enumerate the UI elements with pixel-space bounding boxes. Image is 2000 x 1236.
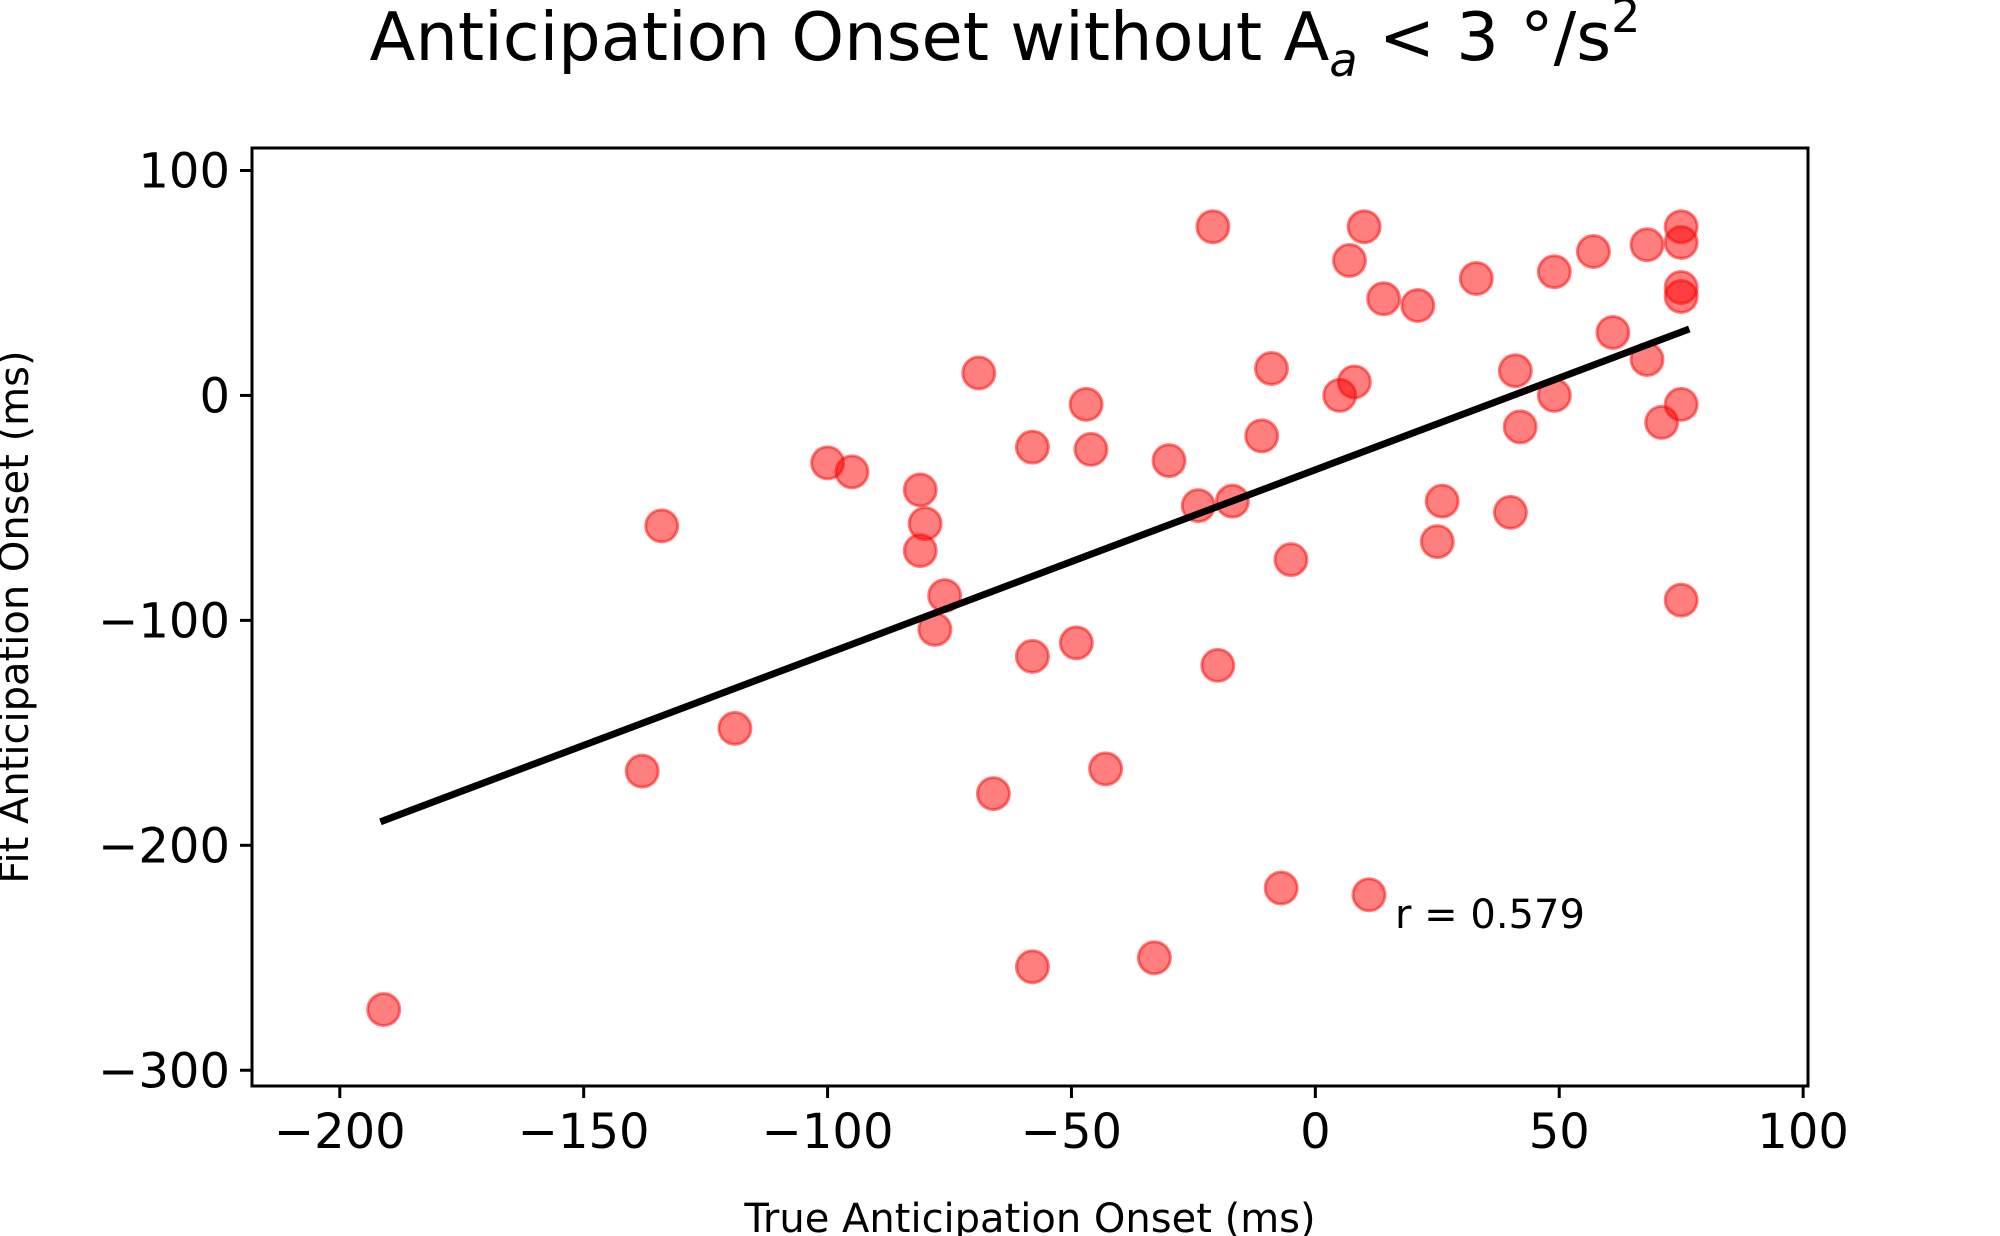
x-tick-label: 100 <box>1757 1104 1849 1160</box>
data-point-41 <box>1497 353 1533 389</box>
x-tick-label: −200 <box>274 1104 406 1160</box>
data-point-2 <box>644 508 680 544</box>
y-tick-label: −100 <box>98 593 230 649</box>
data-point-6 <box>902 472 938 508</box>
y-tick-label: −200 <box>98 818 230 874</box>
data-point-31 <box>1331 242 1367 278</box>
data-point-40 <box>1492 494 1528 530</box>
data-point-35 <box>1366 281 1402 317</box>
data-point-26 <box>1244 418 1280 454</box>
chart-title-subscript: a <box>1329 33 1357 87</box>
x-tick-label: −50 <box>1021 1104 1122 1160</box>
x-tick-label: 50 <box>1529 1104 1590 1160</box>
data-point-38 <box>1424 483 1460 519</box>
data-point-42 <box>1502 409 1538 445</box>
data-point-32 <box>1336 364 1372 400</box>
data-point-43 <box>1536 254 1572 290</box>
x-tick-label: −150 <box>518 1104 650 1160</box>
data-point-37 <box>1419 524 1455 560</box>
x-tick-label: −100 <box>762 1104 894 1160</box>
plot-frame <box>250 146 1810 1088</box>
y-tick-label: −300 <box>98 1043 230 1099</box>
data-point-21 <box>1151 443 1187 479</box>
data-point-34 <box>1351 877 1387 913</box>
y-tick-label: 0 <box>199 368 230 424</box>
data-point-12 <box>975 776 1011 812</box>
data-point-0 <box>366 992 402 1028</box>
data-point-3 <box>717 710 753 746</box>
chart-title-main: Anticipation Onset without A <box>370 0 1330 76</box>
data-point-20 <box>1136 940 1172 976</box>
data-point-33 <box>1346 209 1382 245</box>
chart-title-superscript: 2 <box>1611 0 1640 43</box>
data-point-28 <box>1263 870 1299 906</box>
data-point-23 <box>1195 209 1231 245</box>
axis-ticks: −200 −150 −100 −50 0 50 100 −300 −200 −100 0 100 <box>98 143 1849 1160</box>
data-point-55 <box>1663 582 1699 618</box>
data-point-15 <box>1014 949 1050 985</box>
regression-line <box>379 325 1691 826</box>
data-point-46 <box>1595 314 1631 350</box>
data-point-45 <box>1575 233 1611 269</box>
x-tick-label: 0 <box>1300 1104 1331 1160</box>
data-point-8 <box>902 533 938 569</box>
data-point-36 <box>1400 287 1436 323</box>
y-axis-label: Fit Anticipation Onset (ms) <box>0 350 38 883</box>
y-tick-label: 100 <box>138 143 230 199</box>
data-point-11 <box>961 355 997 391</box>
data-point-53 <box>1663 278 1699 314</box>
data-point-47 <box>1629 227 1665 263</box>
data-point-1 <box>624 753 660 789</box>
data-point-24 <box>1200 647 1236 683</box>
data-point-17 <box>1068 386 1104 422</box>
data-point-51 <box>1663 224 1699 260</box>
data-point-27 <box>1253 350 1289 386</box>
plot-area <box>366 209 1699 1028</box>
chart-title-relation: < 3 °/s <box>1358 0 1612 76</box>
data-point-19 <box>1088 751 1124 787</box>
data-point-16 <box>1058 625 1094 661</box>
chart-title: Anticipation Onset without Aa < 3 °/s2 <box>370 0 1641 87</box>
data-point-13 <box>1014 429 1050 465</box>
data-point-14 <box>1014 638 1050 674</box>
data-point-39 <box>1458 260 1494 296</box>
correlation-annotation: r = 0.579 <box>1395 892 1585 938</box>
data-point-5 <box>834 454 870 490</box>
x-axis-label: True Anticipation Onset (ms) <box>743 1196 1315 1236</box>
data-point-29 <box>1273 542 1309 578</box>
data-point-54 <box>1663 386 1699 422</box>
data-point-18 <box>1073 431 1109 467</box>
